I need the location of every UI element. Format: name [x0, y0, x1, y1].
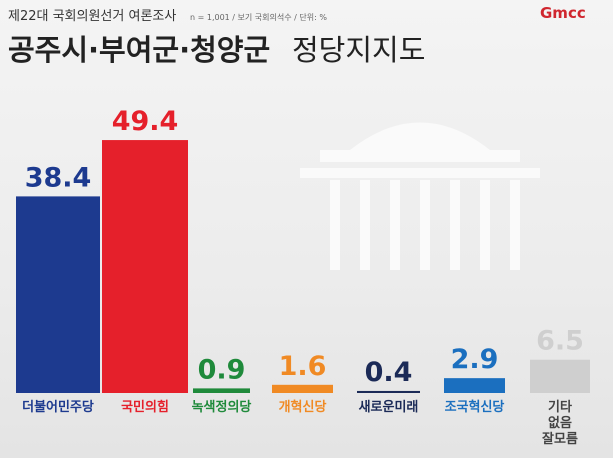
category-label: 국민의힘: [121, 400, 169, 415]
bar: [16, 196, 100, 393]
bar: [357, 390, 420, 393]
chart-title: 공주시·부여군·청양군: [8, 33, 270, 67]
value-label: 2.9: [451, 344, 499, 375]
note: n = 1,001 / 보기 국회의석수 / 단위: %: [190, 12, 327, 22]
bar: [102, 140, 188, 393]
category-label: 기타 없음 잘모름: [542, 400, 578, 447]
logo: Gmcc: [540, 4, 586, 22]
bar: [530, 359, 590, 393]
category-label: 더불어민주당: [22, 400, 94, 415]
kicker: 제22대 국회의원선거 여론조사: [8, 9, 176, 24]
value-label: 0.9: [198, 354, 246, 385]
value-label: 38.4: [25, 162, 92, 193]
value-label: 1.6: [279, 351, 327, 382]
background-building: [300, 122, 540, 270]
chart-title-suffix: 정당지지도: [292, 33, 425, 67]
category-label: 개혁신당: [278, 400, 327, 415]
bar: [193, 388, 250, 393]
category-label: 새로운미래: [358, 400, 419, 415]
value-label: 0.4: [365, 357, 413, 388]
category-label: 조국혁신당: [444, 400, 505, 415]
value-label: 6.5: [536, 326, 584, 357]
bar: [444, 378, 505, 393]
value-label: 49.4: [112, 106, 179, 137]
bar: [272, 384, 333, 393]
category-label: 녹색정의당: [191, 400, 252, 415]
